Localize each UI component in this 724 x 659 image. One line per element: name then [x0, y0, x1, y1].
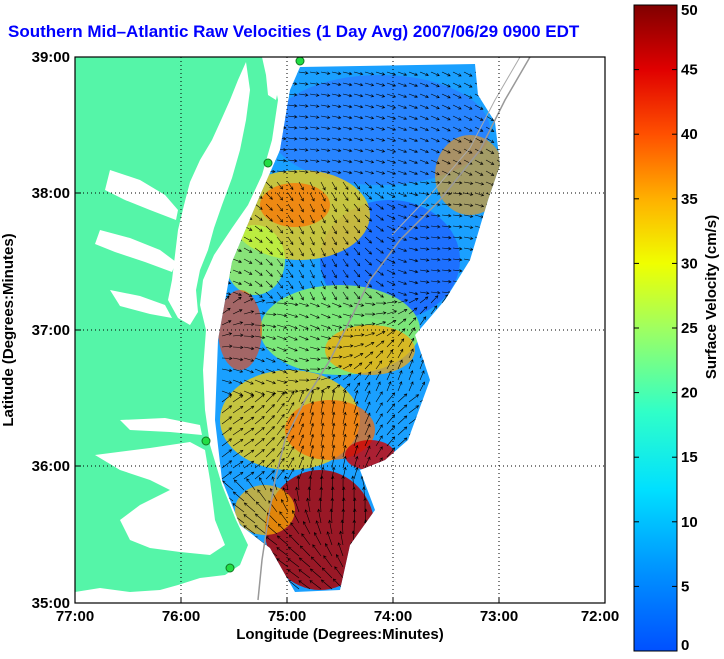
colorbar-tick-label: 50	[681, 2, 698, 19]
x-tick-label: 75:00	[268, 608, 306, 625]
colorbar-tick-label: 40	[681, 126, 698, 143]
colorbar	[633, 4, 678, 652]
velocity-field	[215, 64, 500, 592]
colorbar-tick-label: 0	[681, 637, 689, 654]
frame-ticks	[75, 192, 500, 603]
colorbar-tick-label: 30	[681, 255, 698, 272]
y-tick-label: 37:00	[32, 322, 70, 339]
bay-tributary	[95, 230, 176, 272]
y-tick-labels: 39:00 38:00 37:00 36:00 35:00	[32, 49, 70, 612]
bay-tributary	[105, 170, 178, 220]
bathymetry-contour	[257, 57, 531, 601]
bay-tributary	[110, 290, 172, 318]
colorbar-tick-label: 10	[681, 514, 698, 531]
radar-stations	[201, 57, 305, 573]
y-axis-label: Latitude (Degrees:Minutes)	[0, 233, 17, 426]
x-tick-label: 76:00	[162, 608, 200, 625]
x-tick-label: 77:00	[56, 608, 94, 625]
x-tick-labels: 77:00 76:00 75:00 74:00 73:00 72:00	[56, 608, 619, 625]
radar-station-marker	[295, 57, 305, 66]
delaware-bay	[262, 57, 280, 100]
y-tick-label: 35:00	[32, 595, 70, 612]
colorbar-tick-label: 45	[681, 62, 698, 79]
x-tick-label: 74:00	[374, 608, 412, 625]
colorbar-tick-label: 15	[681, 449, 698, 466]
radar-station-marker	[225, 563, 235, 573]
x-tick-label: 72:00	[581, 608, 619, 625]
colorbar-tick-label: 20	[681, 385, 698, 402]
colorbar-tick-label: 5	[681, 578, 689, 595]
colorbar-tick-label: 35	[681, 191, 698, 208]
map-title: Southern Mid–Atlantic Raw Velocities (1 …	[8, 22, 580, 41]
x-axis-label: Longitude (Degrees:Minutes)	[236, 626, 444, 643]
radar-station-marker	[201, 436, 211, 446]
chesapeake-bay	[168, 62, 250, 325]
pamlico-sound	[95, 442, 225, 555]
colorbar-label: Surface Velocity (cm/s)	[703, 215, 720, 379]
bathymetry-contour	[391, 57, 521, 236]
y-tick-label: 36:00	[32, 458, 70, 475]
y-tick-label: 38:00	[32, 185, 70, 202]
grid	[75, 57, 605, 603]
x-tick-label: 73:00	[480, 608, 518, 625]
colorbar-tick-label: 25	[681, 320, 698, 337]
y-tick-label: 39:00	[32, 49, 70, 66]
radar-station-marker	[263, 158, 273, 168]
albemarle-sound	[120, 418, 202, 435]
colorbar-ticks: 0 5 10 15 20 25 30 35 40 45 50	[634, 2, 698, 654]
